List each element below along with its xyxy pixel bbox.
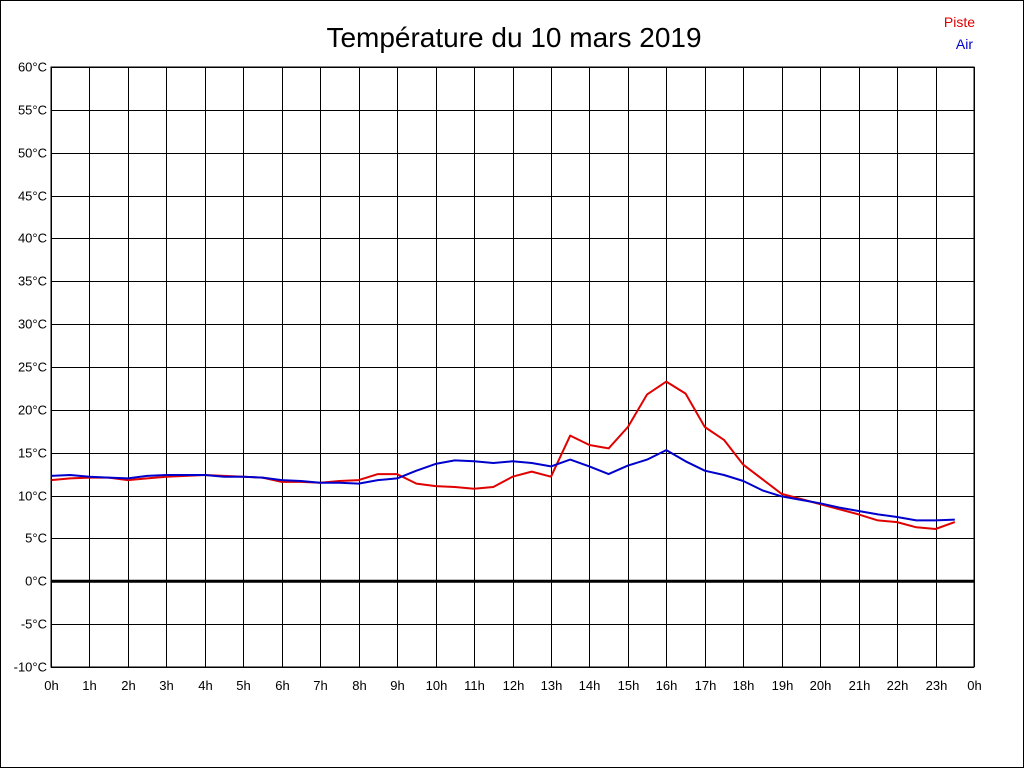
x-axis-ticks: 0h 1h 2h 3h 4h 5h 6h 7h 8h 9h 10h 11h 12h 13h 14h 15h 16… [44, 678, 981, 693]
y-tick-label: 60°C [18, 60, 47, 75]
x-tick-label: 7h [313, 678, 327, 693]
x-tick-label: 11h [464, 678, 485, 693]
chart-title: Température du 10 mars 2019 [326, 22, 701, 53]
x-tick-label: 20h [810, 678, 832, 693]
x-tick-label: 19h [772, 678, 794, 693]
series-lines [50, 380, 956, 530]
x-tick-label: 0h [44, 678, 58, 693]
x-tick-label: 8h [352, 678, 366, 693]
x-tick-label: 6h [275, 678, 289, 693]
y-tick-label: 45°C [18, 189, 47, 204]
x-tick-label: 2h [121, 678, 135, 693]
x-tick-label: 18h [733, 678, 755, 693]
x-tick-label: 4h [198, 678, 212, 693]
x-tick-label: 13h [541, 678, 563, 693]
x-tick-label: 3h [159, 678, 173, 693]
x-tick-label: 21h [849, 678, 871, 693]
y-tick-label: 10°C [18, 489, 47, 504]
y-tick-label: 55°C [18, 103, 47, 118]
x-tick-label: 14h [579, 678, 601, 693]
plot-border [50, 66, 975, 668]
y-tick-label: 20°C [18, 403, 47, 418]
y-tick-label: 0°C [25, 574, 47, 589]
x-tick-label: 5h [236, 678, 250, 693]
x-tick-label: 15h [618, 678, 640, 693]
y-tick-label: 40°C [18, 231, 47, 246]
legend-piste: Piste [944, 14, 975, 30]
y-tick-label: -10°C [14, 660, 47, 675]
y-tick-label: 50°C [18, 146, 47, 161]
x-tick-label: 23h [926, 678, 948, 693]
series-line-piste [50, 380, 956, 530]
legend-air: Air [956, 36, 973, 52]
y-tick-label: 25°C [18, 360, 47, 375]
y-tick-label: 30°C [18, 317, 47, 332]
x-tick-label: 9h [390, 678, 404, 693]
x-tick-label: 12h [503, 678, 525, 693]
y-tick-label: -5°C [21, 617, 47, 632]
x-tick-label: 1h [82, 678, 96, 693]
y-axis-ticks: 60°C 55°C 50°C 45°C 40°C 35°C 30°C 25°C 20°C 15°C… [14, 60, 47, 675]
x-tick-label: 10h [426, 678, 448, 693]
x-tick-label: 16h [656, 678, 678, 693]
x-tick-label: 17h [695, 678, 717, 693]
y-tick-label: 35°C [18, 274, 47, 289]
y-tick-label: 15°C [18, 446, 47, 461]
y-tick-label: 5°C [25, 531, 47, 546]
x-tick-label: 0h [967, 678, 981, 693]
series-line-air [50, 449, 955, 522]
x-tick-label: 22h [887, 678, 909, 693]
grid-lines [51, 67, 975, 668]
